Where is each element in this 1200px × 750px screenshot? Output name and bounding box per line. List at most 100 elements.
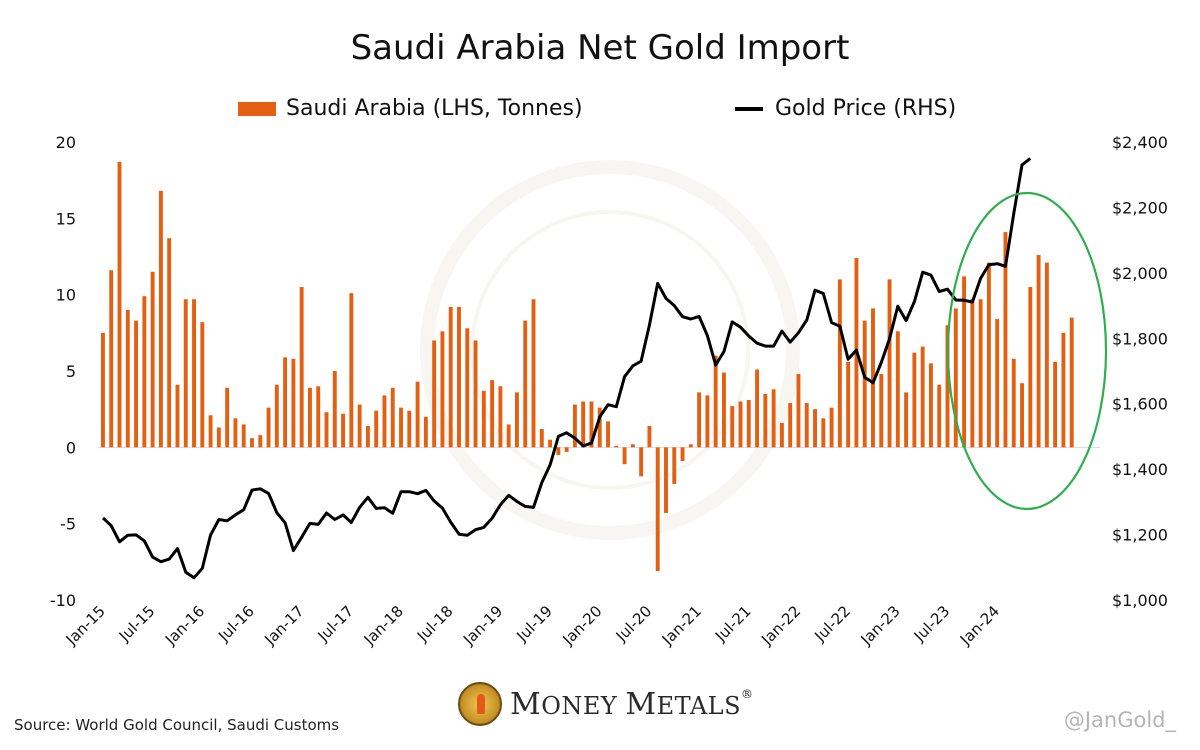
bar-52 <box>531 299 536 448</box>
money-metals-logo: MONEY METALS® <box>458 682 754 726</box>
left-tick-label: -5 <box>60 515 76 534</box>
bar-28 <box>332 371 337 448</box>
bar-41 <box>440 331 445 448</box>
left-tick-label: 0 <box>66 438 76 457</box>
bar-82 <box>779 422 784 448</box>
bar-106 <box>978 299 983 448</box>
x-tick-label: Jul-20 <box>612 602 656 646</box>
bar-70 <box>680 447 685 462</box>
bar-62 <box>614 445 619 448</box>
bar-66 <box>647 425 652 448</box>
bar-109 <box>1003 232 1008 448</box>
bar-16 <box>233 418 238 448</box>
bar-98 <box>912 352 917 448</box>
bar-0 <box>101 332 105 448</box>
left-tick-label: 10 <box>56 286 76 305</box>
bar-104 <box>962 276 967 448</box>
bar-8 <box>167 238 172 448</box>
bar-15 <box>225 387 230 448</box>
bar-31 <box>357 404 362 448</box>
bar-18 <box>250 438 254 448</box>
bar-33 <box>374 410 379 448</box>
bar-63 <box>622 447 627 465</box>
x-tick-label: Jan-23 <box>857 602 904 649</box>
logo-wordmark: MONEY METALS® <box>510 686 754 722</box>
bar-35 <box>390 387 395 448</box>
left-tick-label: 20 <box>56 133 76 152</box>
bar-80 <box>763 393 768 448</box>
bar-108 <box>995 319 1000 448</box>
x-tick-label: Jan-21 <box>658 602 705 649</box>
bar-13 <box>208 415 213 448</box>
left-tick-label: 15 <box>56 209 76 228</box>
bar-59 <box>589 401 594 448</box>
bar-29 <box>341 413 346 448</box>
bar-32 <box>365 425 370 448</box>
bar-12 <box>200 322 205 448</box>
bar-94 <box>879 374 884 448</box>
legend-line-swatch <box>735 106 763 111</box>
x-tick-label: Jan-22 <box>757 602 804 649</box>
legend-line-label: Gold Price (RHS) <box>775 96 957 121</box>
x-tick-label: Jan-20 <box>559 602 606 649</box>
bar-78 <box>746 400 751 448</box>
bar-7 <box>158 190 163 448</box>
bar-37 <box>407 410 412 448</box>
bar-103 <box>953 308 958 448</box>
bar-89 <box>837 279 842 448</box>
bar-23 <box>291 358 296 448</box>
bar-86 <box>813 409 817 448</box>
bar-22 <box>283 357 288 448</box>
x-tick-label: Jul-17 <box>314 602 358 646</box>
right-tick-label: $1,200 <box>1112 526 1168 545</box>
bar-92 <box>862 320 867 448</box>
bar-84 <box>796 374 801 448</box>
bar-20 <box>266 407 271 448</box>
watermark-inner-ring <box>470 210 750 490</box>
x-tick-label: Jan-16 <box>161 602 208 649</box>
bar-95 <box>887 279 892 448</box>
source-note: Source: World Gold Council, Saudi Custom… <box>14 716 340 734</box>
bar-75 <box>722 372 726 448</box>
bar-76 <box>730 406 735 448</box>
right-tick-label: $2,200 <box>1112 198 1168 217</box>
bar-77 <box>738 401 743 448</box>
bar-42 <box>448 306 453 448</box>
x-tick-label: Jan-17 <box>260 602 307 649</box>
x-tick-label: Jan-18 <box>360 602 407 649</box>
bar-10 <box>183 299 188 448</box>
x-tick-label: Jul-16 <box>214 602 258 646</box>
bar-71 <box>688 444 693 448</box>
bar-67 <box>655 447 660 571</box>
bar-101 <box>937 384 942 448</box>
bar-61 <box>606 421 610 448</box>
bar-30 <box>349 293 354 448</box>
bar-110 <box>1011 358 1016 448</box>
bar-73 <box>705 395 710 448</box>
bar-79 <box>755 369 760 448</box>
bar-21 <box>274 384 279 448</box>
highlight-ellipse <box>946 191 1108 511</box>
bar-113 <box>1036 254 1041 448</box>
bar-45 <box>473 340 478 448</box>
bar-34 <box>382 395 387 448</box>
bar-43 <box>457 306 461 448</box>
bar-81 <box>771 389 776 448</box>
bar-96 <box>895 331 900 448</box>
bar-26 <box>316 386 321 448</box>
bar-64 <box>630 444 635 448</box>
chart-title: Saudi Arabia Net Gold Import <box>350 28 850 68</box>
bar-44 <box>465 328 470 448</box>
bar-25 <box>308 387 312 448</box>
bar-55 <box>556 447 561 455</box>
x-tick-label: Jul-21 <box>711 602 755 646</box>
bar-4 <box>134 320 139 448</box>
bar-72 <box>697 392 702 448</box>
bar-115 <box>1053 361 1058 448</box>
bar-17 <box>241 424 246 448</box>
bar-93 <box>871 308 875 448</box>
bar-102 <box>945 325 950 448</box>
bar-40 <box>432 340 437 448</box>
x-tick-label: Jan-19 <box>459 602 506 649</box>
bar-27 <box>324 412 329 448</box>
